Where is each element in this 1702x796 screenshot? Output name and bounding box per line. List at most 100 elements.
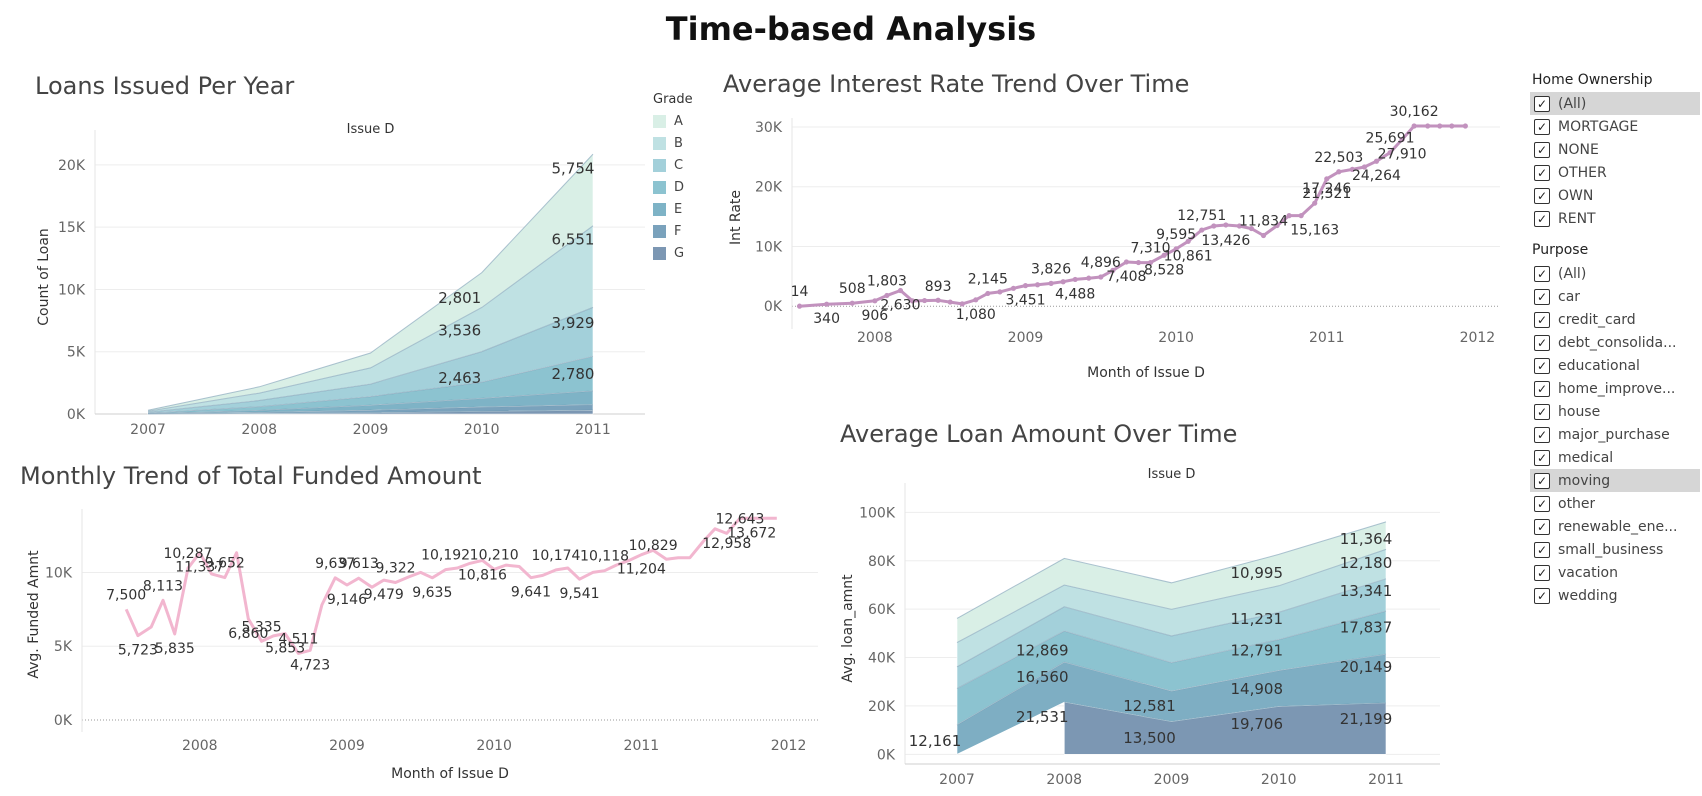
checkbox-icon[interactable]: ✓ (1534, 357, 1550, 374)
data-label: 9,146 (327, 592, 367, 608)
data-label: 9,652 (205, 556, 245, 572)
x-axis-label: Month of Issue D (1087, 365, 1205, 381)
checkbox-icon[interactable]: ✓ (1534, 95, 1550, 112)
data-label: 12,958 (702, 536, 751, 552)
checkbox-icon[interactable]: ✓ (1534, 564, 1550, 581)
y-tick-label: 0K (877, 747, 896, 763)
purpose-filter-item[interactable]: ✓ other (1530, 492, 1700, 515)
purpose-filter-item[interactable]: ✓ home_improve... (1530, 377, 1700, 400)
data-label: 2,463 (438, 369, 481, 387)
data-label: 12,751 (1177, 208, 1226, 224)
home-ownership-filter-item[interactable]: ✓ RENT (1530, 207, 1700, 230)
purpose-filter-item[interactable]: ✓ moving (1530, 469, 1700, 492)
checkbox-icon[interactable]: ✓ (1534, 210, 1550, 227)
home-ownership-filter-item[interactable]: ✓ OTHER (1530, 161, 1700, 184)
purpose-filter-item[interactable]: ✓ educational (1530, 354, 1700, 377)
purpose-filter-item[interactable]: ✓ house (1530, 400, 1700, 423)
checkbox-icon[interactable]: ✓ (1534, 334, 1550, 351)
data-label: 7,408 (1106, 269, 1146, 285)
x-tick-label: 2009 (1154, 772, 1190, 788)
filter-item-label: medical (1558, 449, 1614, 466)
y-tick-label: 30K (755, 120, 783, 136)
home-ownership-filter-item[interactable]: ✓ OWN (1530, 184, 1700, 207)
legend-label: F (674, 223, 682, 239)
data-label: 13,341 (1340, 582, 1393, 600)
purpose-filter-item[interactable]: ✓ credit_card (1530, 308, 1700, 331)
checkbox-icon[interactable]: ✓ (1534, 495, 1550, 512)
data-label: 340 (813, 311, 840, 327)
purpose-filter-item[interactable]: ✓ car (1530, 285, 1700, 308)
loan-amount-chart: Issue D 0K 20K 40K 60K 80K 100K 12,161 12,869 16,… (840, 467, 1440, 788)
data-point (1411, 123, 1417, 129)
data-label: 7,500 (106, 587, 146, 603)
purpose-filter-item[interactable]: ✓ debt_consolida... (1530, 331, 1700, 354)
purpose-filter-item[interactable]: ✓ renewable_ene... (1530, 515, 1700, 538)
filter-item-label: MORTGAGE (1558, 118, 1639, 135)
checkbox-icon[interactable]: ✓ (1534, 449, 1550, 466)
checkbox-icon[interactable]: ✓ (1534, 541, 1550, 558)
data-point (1211, 223, 1217, 229)
data-label: 5,754 (552, 160, 595, 178)
area-series-G (1064, 701, 1387, 755)
purpose-filter-item[interactable]: ✓ vacation (1530, 561, 1700, 584)
checkbox-icon[interactable]: ✓ (1534, 187, 1550, 204)
data-label: 5,853 (265, 641, 305, 657)
checkbox-icon[interactable]: ✓ (1534, 141, 1550, 158)
data-point (1336, 169, 1342, 175)
purpose-filter-item[interactable]: ✓ small_business (1530, 538, 1700, 561)
y-tick-label: 80K (868, 554, 896, 570)
home-ownership-filter-item[interactable]: ✓ MORTGAGE (1530, 115, 1700, 138)
data-point (1286, 213, 1292, 219)
purpose-filter-item[interactable]: ✓ (All) (1530, 262, 1700, 285)
legend-swatch (653, 246, 666, 260)
data-label: 906 (861, 308, 888, 324)
legend-item: E (653, 198, 693, 220)
area-edge (147, 409, 594, 415)
filter-item-label: NONE (1558, 141, 1599, 158)
area-edge (956, 548, 1387, 644)
legend-item: G (653, 242, 693, 264)
checkbox-icon[interactable]: ✓ (1534, 288, 1550, 305)
series-line (124, 516, 777, 655)
checkbox-icon[interactable]: ✓ (1534, 118, 1550, 135)
legend-item: F (653, 220, 693, 242)
y-tick-label: 100K (859, 505, 896, 521)
checkbox-icon[interactable]: ✓ (1534, 311, 1550, 328)
data-label: 3,826 (1031, 261, 1071, 277)
filter-item-label: OTHER (1558, 164, 1607, 181)
x-tick-label: 2008 (241, 422, 277, 438)
checkbox-icon[interactable]: ✓ (1534, 426, 1550, 443)
checkbox-icon[interactable]: ✓ (1534, 472, 1550, 489)
legend-label: G (674, 245, 685, 261)
legend-item: B (653, 132, 693, 154)
checkbox-icon[interactable]: ✓ (1534, 587, 1550, 604)
home-ownership-filter-item[interactable]: ✓ (All) (1530, 92, 1700, 115)
data-label: 893 (925, 279, 952, 295)
checkbox-icon[interactable]: ✓ (1534, 518, 1550, 535)
checkbox-icon[interactable]: ✓ (1534, 265, 1550, 282)
x-tick-label: 2010 (1261, 772, 1297, 788)
data-label: 9,595 (1156, 227, 1196, 243)
checkbox-icon[interactable]: ✓ (1534, 164, 1550, 181)
purpose-filter-item[interactable]: ✓ major_purchase (1530, 423, 1700, 446)
legend-item: A (653, 110, 693, 132)
legend-label: E (674, 201, 683, 217)
data-label: 1,803 (867, 273, 907, 289)
data-label: 21,321 (1302, 186, 1351, 202)
data-point (1399, 136, 1405, 143)
checkbox-icon[interactable]: ✓ (1534, 403, 1550, 420)
home-ownership-filter-item[interactable]: ✓ NONE (1530, 138, 1700, 161)
purpose-filter-item[interactable]: ✓ wedding (1530, 584, 1700, 607)
data-label: 13,672 (727, 525, 776, 541)
data-label: 10,118 (580, 549, 629, 565)
data-label: 4,896 (1081, 255, 1121, 271)
data-label: 2,780 (552, 365, 595, 383)
y-axis-label: Avg. loan_amnt (840, 574, 856, 683)
filter-item-label: home_improve... (1558, 380, 1676, 397)
checkbox-icon[interactable]: ✓ (1534, 380, 1550, 397)
area-edge (1064, 701, 1387, 723)
x-tick-label: 2009 (353, 422, 389, 438)
purpose-filter-item[interactable]: ✓ medical (1530, 446, 1700, 469)
data-point (897, 287, 904, 294)
data-point (1098, 274, 1104, 280)
